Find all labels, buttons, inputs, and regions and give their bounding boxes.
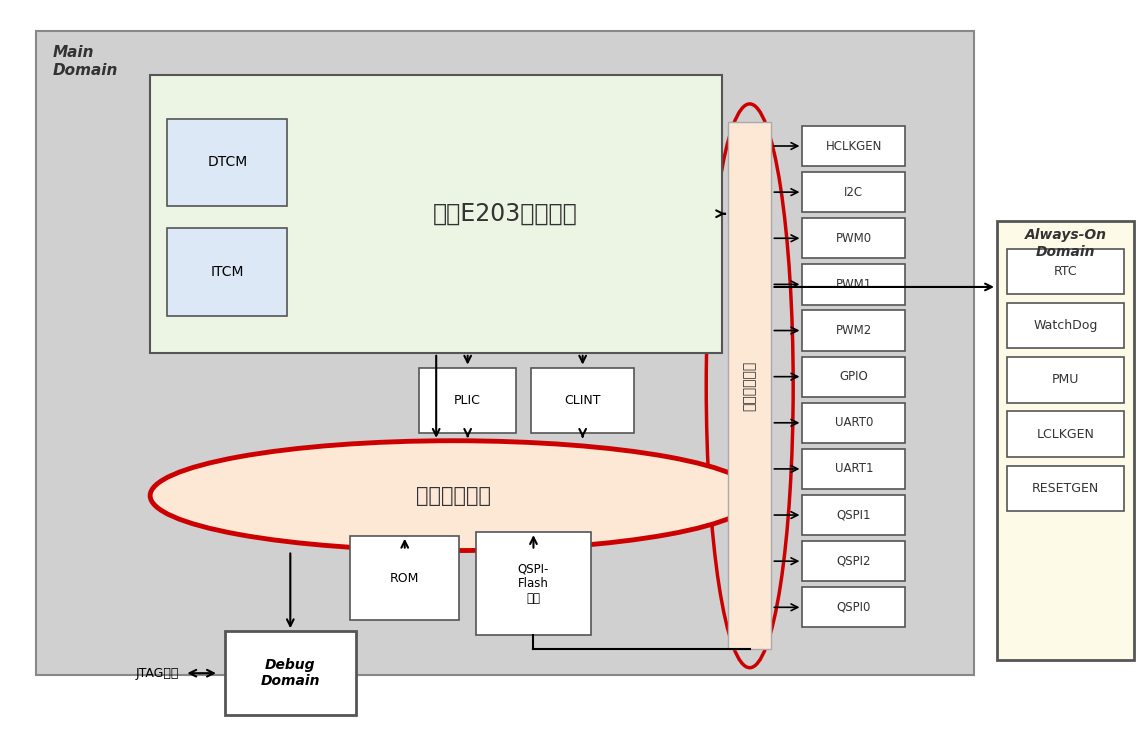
Text: QSPI2: QSPI2 xyxy=(836,555,871,567)
Text: Main
Domain: Main Domain xyxy=(53,46,118,78)
FancyBboxPatch shape xyxy=(803,403,905,443)
Text: LCLKGEN: LCLKGEN xyxy=(1037,428,1094,440)
Text: Always-On
Domain: Always-On Domain xyxy=(1024,229,1107,259)
FancyBboxPatch shape xyxy=(1007,465,1124,511)
Text: PWM1: PWM1 xyxy=(836,278,872,291)
Text: CLINT: CLINT xyxy=(564,394,601,407)
FancyBboxPatch shape xyxy=(803,310,905,351)
FancyBboxPatch shape xyxy=(803,356,905,397)
Text: ROM: ROM xyxy=(390,572,420,584)
Text: QSPI-
Flash
只读: QSPI- Flash 只读 xyxy=(517,562,549,605)
Text: JTAG接口: JTAG接口 xyxy=(135,667,179,680)
Text: RESETGEN: RESETGEN xyxy=(1032,482,1099,495)
Text: ITCM: ITCM xyxy=(211,265,244,279)
Text: QSPI1: QSPI1 xyxy=(836,509,871,522)
Text: PWM0: PWM0 xyxy=(836,232,872,245)
FancyBboxPatch shape xyxy=(803,541,905,581)
Text: HCLKGEN: HCLKGEN xyxy=(826,140,882,152)
Text: GPIO: GPIO xyxy=(840,370,868,383)
Text: 系统存储总线: 系统存储总线 xyxy=(416,486,491,506)
FancyBboxPatch shape xyxy=(225,631,356,715)
FancyBboxPatch shape xyxy=(167,229,288,316)
FancyBboxPatch shape xyxy=(531,368,634,434)
Ellipse shape xyxy=(150,441,757,551)
FancyBboxPatch shape xyxy=(997,221,1134,660)
Text: 私有设备总线: 私有设备总线 xyxy=(743,361,757,411)
FancyBboxPatch shape xyxy=(803,449,905,489)
FancyBboxPatch shape xyxy=(36,31,974,675)
FancyBboxPatch shape xyxy=(419,368,516,434)
FancyBboxPatch shape xyxy=(803,495,905,535)
Text: WatchDog: WatchDog xyxy=(1033,319,1098,332)
Text: Debug
Domain: Debug Domain xyxy=(260,658,320,688)
FancyBboxPatch shape xyxy=(803,218,905,259)
Text: PWM2: PWM2 xyxy=(836,324,872,337)
Text: UART1: UART1 xyxy=(835,462,873,476)
FancyBboxPatch shape xyxy=(728,122,772,650)
FancyBboxPatch shape xyxy=(167,118,288,207)
FancyBboxPatch shape xyxy=(1007,357,1124,403)
Text: PMU: PMU xyxy=(1052,373,1079,387)
FancyBboxPatch shape xyxy=(1007,303,1124,348)
Text: PLIC: PLIC xyxy=(454,394,481,407)
FancyBboxPatch shape xyxy=(803,587,905,628)
FancyBboxPatch shape xyxy=(803,126,905,166)
FancyBboxPatch shape xyxy=(803,172,905,212)
Text: 蜂鸟E203处理器核: 蜂鸟E203处理器核 xyxy=(432,201,577,226)
FancyBboxPatch shape xyxy=(476,532,591,635)
FancyBboxPatch shape xyxy=(350,536,459,620)
FancyBboxPatch shape xyxy=(1007,412,1124,457)
Text: QSPI0: QSPI0 xyxy=(836,600,871,614)
Text: UART0: UART0 xyxy=(835,416,873,429)
Text: I2C: I2C xyxy=(844,186,864,198)
FancyBboxPatch shape xyxy=(1007,249,1124,294)
Text: DTCM: DTCM xyxy=(208,156,248,170)
FancyBboxPatch shape xyxy=(150,75,723,353)
Text: RTC: RTC xyxy=(1054,265,1077,278)
FancyBboxPatch shape xyxy=(803,265,905,304)
